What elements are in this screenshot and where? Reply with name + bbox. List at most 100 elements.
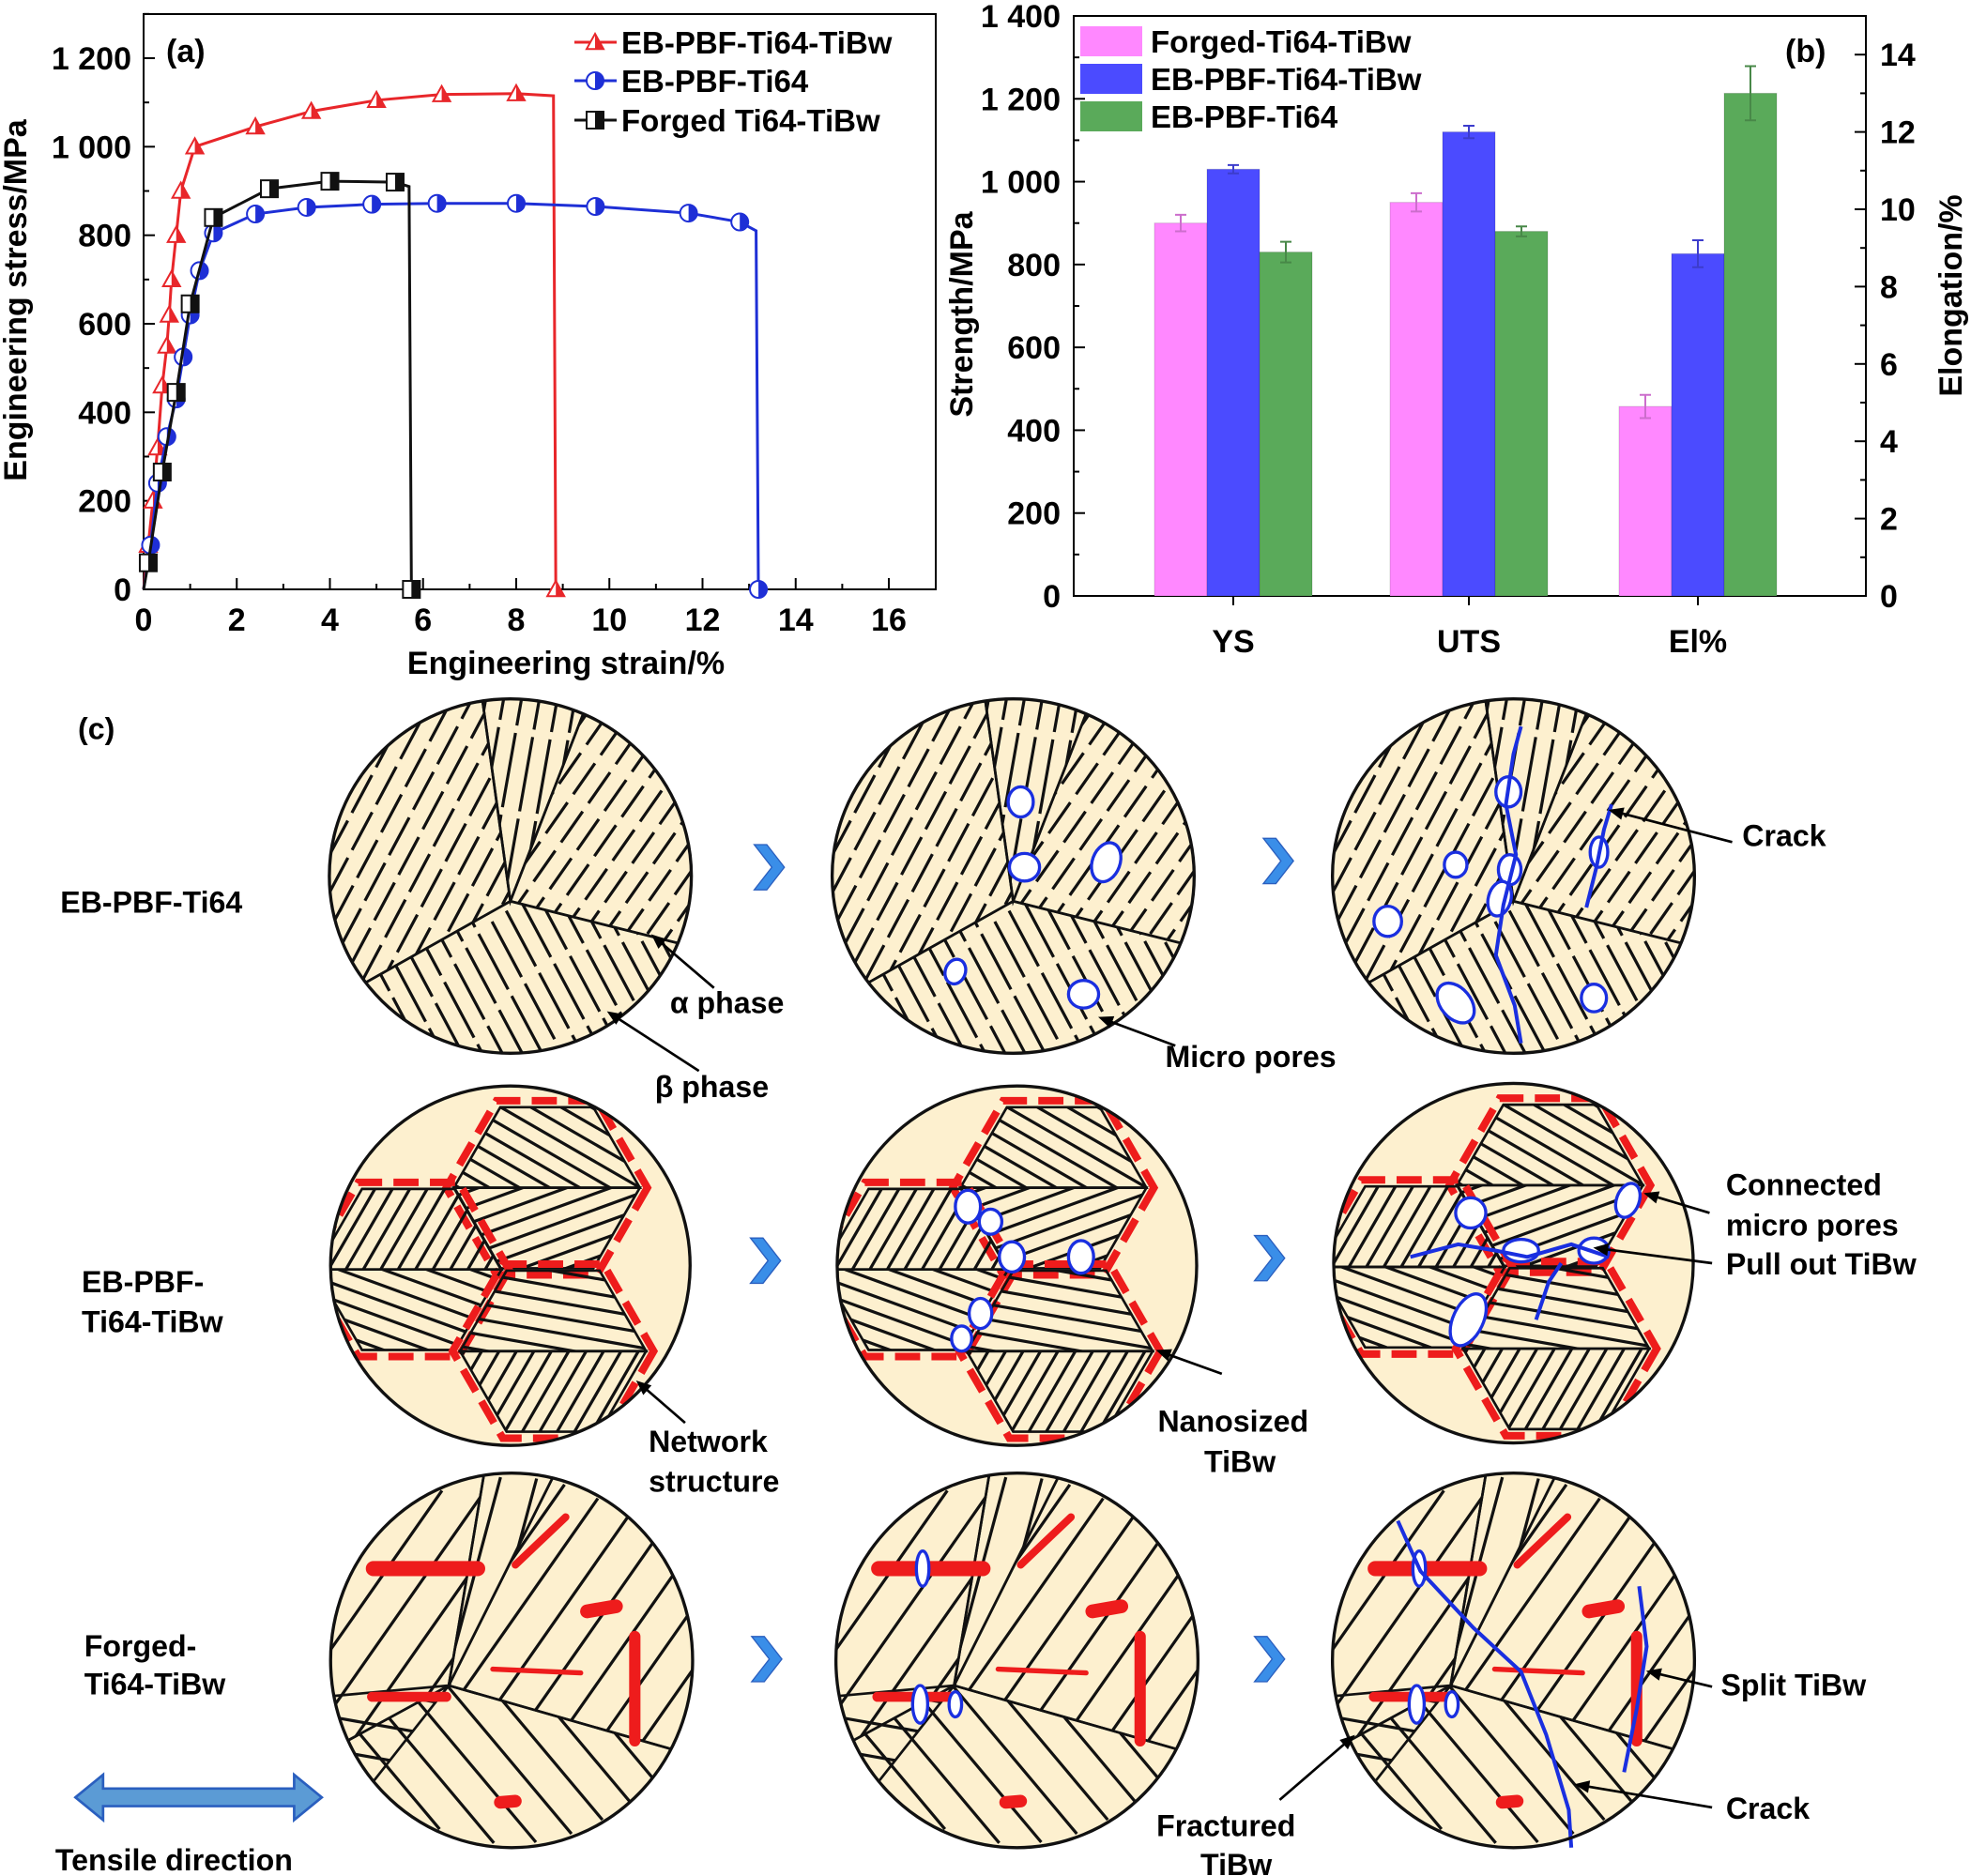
x-tick-label: 8 [508,602,526,638]
legend-swatch [1080,64,1142,94]
lamella [1032,1612,1196,1762]
colony-boundary [447,1472,693,1763]
progress-arrows [749,837,1294,1683]
micro-pore [967,1296,994,1331]
grain-outline [833,1471,1200,1850]
lamella [995,1106,1147,1188]
y-tick-label: 800 [78,219,131,254]
micro-pore [1090,841,1123,884]
data-point-fill [183,348,192,366]
lamella [1462,1289,1650,1350]
row-label-eb-pbf-ti64-tibw: Ti64-TiBw [82,1305,224,1339]
data-point-fill [161,464,171,481]
tibw-whisker [580,1599,623,1619]
x-tick-label: 14 [778,602,814,638]
grain-outline [835,1084,1199,1447]
deformation-schematic: (c) EB-PBF-Ti64 EB-PBF- Ti64-TiBw Forged… [55,696,1918,1876]
lamella [954,1542,1160,1762]
data-point-fill [595,34,604,50]
micro-pore [1407,1684,1427,1725]
lamella [1391,1186,1505,1268]
lamella [836,1188,956,1270]
error-bar [1640,393,1651,419]
category-label: El% [1669,624,1727,660]
y-tick-label: 0 [1043,579,1061,615]
tibw-whisker [490,1666,584,1676]
data-point-fill [268,180,278,198]
lamella [1360,1186,1505,1268]
lamella [1332,733,1398,860]
nanosized-tibw-label: Nanosized [1157,1404,1308,1438]
panel-label-c: (c) [78,712,115,746]
chevron-right-icon [753,844,786,891]
lamella [1457,1184,1643,1266]
data-point-fill [516,194,525,212]
lamella [479,698,542,902]
lamella [1571,1349,1650,1429]
colony-boundary [330,1187,504,1272]
lamella [874,1685,1109,1822]
lamella [1450,1542,1657,1762]
legend-item: EB-PBF-Ti64 [574,64,809,99]
lamella [837,901,967,1054]
legend-item: EB-PBF-Ti64-TiBw [574,25,893,60]
lamella [347,1188,502,1270]
x-tick-label: 12 [685,602,721,638]
series-group [138,83,769,599]
lamella [377,1188,502,1270]
colony-boundary [957,1106,1149,1189]
data-point-fill [213,224,222,242]
micro-pore [1454,1196,1488,1230]
colony-boundary [952,1472,1199,1763]
lamella [333,1188,470,1270]
lamella [333,1314,502,1350]
data-point-fill [394,174,404,191]
tibw-whisker [512,1513,570,1569]
y-tick-label: 600 [1007,330,1061,366]
tibw-whisker [1085,1599,1129,1619]
lamella [954,1497,1105,1762]
crack [1493,725,1523,1044]
lamella [1370,1685,1606,1822]
lamella [510,765,659,952]
chevron-right-icon [1253,1234,1286,1282]
bar [1154,222,1208,597]
legend: EB-PBF-Ti64-TiBw EB-PBF-Ti64 Forged Ti64… [574,25,893,138]
data-point-fill [436,194,446,212]
error-bar [1175,213,1186,233]
lamella [460,1275,647,1341]
pointer-arrowhead-icon [1574,1780,1591,1793]
lamella [1457,1184,1643,1258]
colony-boundary [508,698,692,953]
row-label-eb-pbf-ti64-tibw: EB-PBF- [82,1265,204,1299]
lamella [1333,1186,1429,1268]
panel-label-b: (b) [1785,34,1826,69]
lamella [1469,1105,1643,1185]
lamella [909,901,1083,1047]
x-tick-label: 6 [414,602,432,638]
lamella [1013,727,1123,952]
bar [1723,92,1778,597]
error-bar [1692,238,1704,268]
axis-ticks: 0 2 4 6 8 10 12 14 16 0 200 400 600 800 1 000 1 200 [52,12,907,638]
lamella [511,1350,647,1432]
lamella [981,698,1010,902]
lamella [405,901,580,1047]
lamella [839,1314,1009,1350]
micro-pore [914,1549,931,1588]
plot-frame [143,13,937,590]
data-point-fill [595,112,604,129]
fractured-tibw-label: Fractured [1156,1809,1295,1843]
y2-tick-label: 2 [1880,502,1898,538]
pointer-line [652,935,715,989]
pointer-line [1596,1246,1713,1265]
lamella [855,1685,1078,1836]
lamella [477,1350,647,1432]
lamella [488,1106,640,1188]
pointer-line [608,1012,700,1073]
chevron-right-icon [750,1636,783,1683]
microstructure-circle [1330,1471,1697,1850]
lamella [460,1290,647,1351]
lamella [436,901,611,1031]
lamella [839,1188,977,1270]
